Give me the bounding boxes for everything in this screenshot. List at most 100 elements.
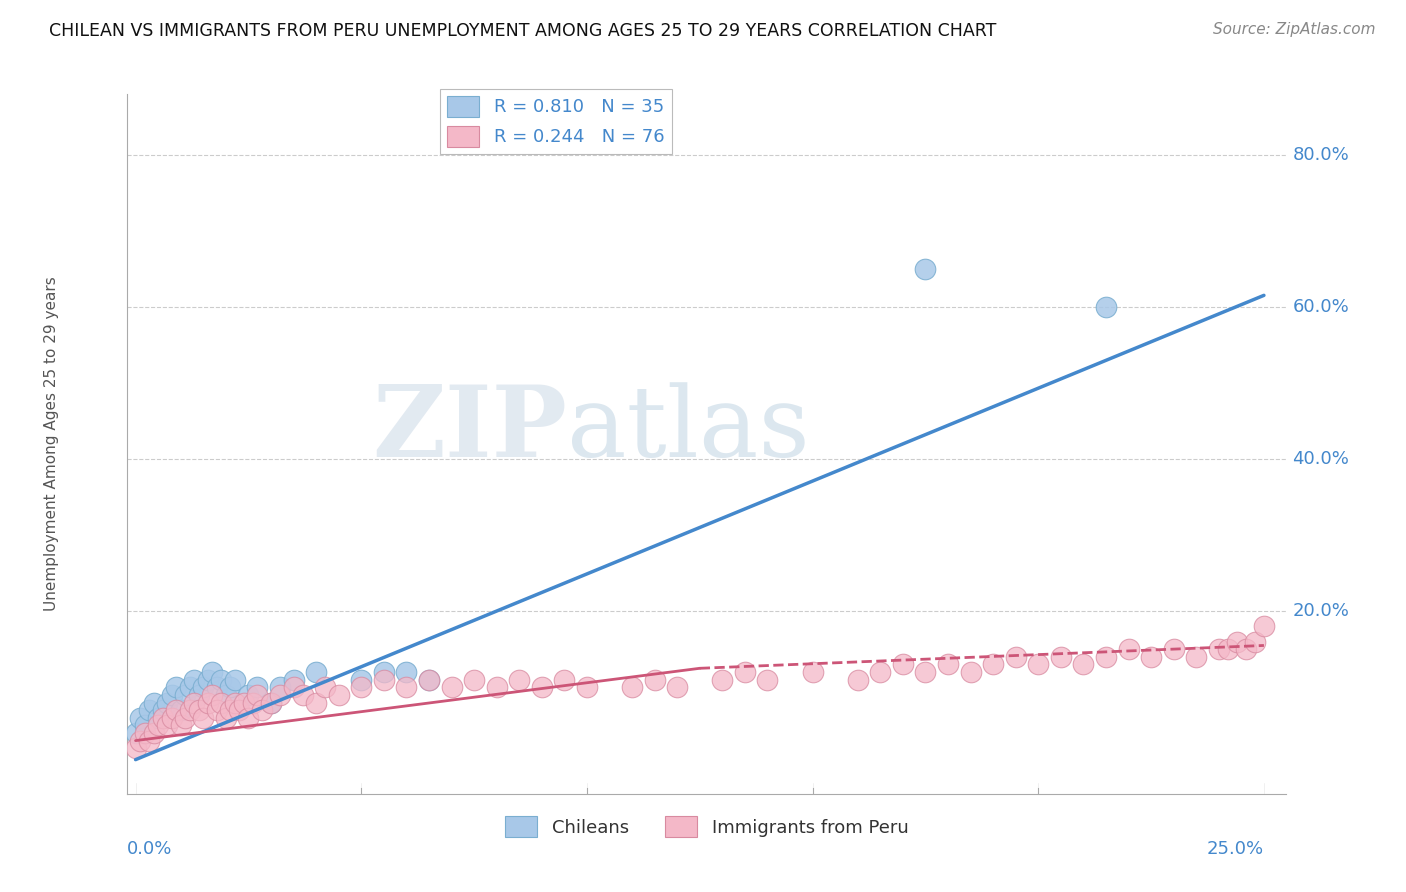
Point [142, 726, 165, 740]
Point [170, 703, 193, 717]
Point [328, 688, 350, 702]
Point [179, 681, 201, 695]
Point [187, 703, 209, 717]
Point [174, 711, 197, 725]
Point [1049, 649, 1071, 664]
Point [156, 696, 179, 710]
Point [666, 681, 689, 695]
Point [146, 718, 169, 732]
Point [156, 718, 179, 732]
Point [734, 665, 756, 679]
Point [575, 681, 598, 695]
Text: 60.0%: 60.0% [1292, 298, 1348, 316]
Point [209, 696, 232, 710]
Point [981, 657, 1004, 672]
Point [152, 711, 174, 725]
Point [183, 696, 205, 710]
Point [869, 665, 891, 679]
Point [395, 681, 418, 695]
Point [129, 733, 152, 747]
Point [197, 696, 219, 710]
Point [440, 681, 463, 695]
Point [238, 711, 260, 725]
Point [250, 703, 273, 717]
Point [553, 673, 575, 687]
Text: Unemployment Among Ages 25 to 29 years: Unemployment Among Ages 25 to 29 years [44, 277, 59, 611]
Point [146, 711, 169, 725]
Text: CHILEAN VS IMMIGRANTS FROM PERU UNEMPLOYMENT AMONG AGES 25 TO 29 YEARS CORRELATI: CHILEAN VS IMMIGRANTS FROM PERU UNEMPLOY… [49, 22, 997, 40]
Point [165, 681, 187, 695]
Point [138, 703, 160, 717]
Point [305, 696, 328, 710]
Point [1095, 649, 1118, 664]
Point [165, 703, 187, 717]
Text: 25.0%: 25.0% [1206, 839, 1264, 857]
Point [201, 688, 224, 702]
Point [418, 673, 440, 687]
Point [260, 696, 283, 710]
Point [350, 681, 373, 695]
Point [142, 696, 165, 710]
Point [201, 665, 224, 679]
Point [418, 673, 440, 687]
Point [134, 718, 156, 732]
Point [1118, 642, 1140, 657]
Point [269, 688, 291, 702]
Point [711, 673, 734, 687]
Point [124, 726, 146, 740]
Point [152, 703, 174, 717]
Point [193, 711, 215, 725]
Point [530, 681, 553, 695]
Point [1185, 649, 1208, 664]
Point [959, 665, 981, 679]
Point [508, 673, 530, 687]
Point [246, 688, 269, 702]
Point [621, 681, 644, 695]
Point [269, 681, 291, 695]
Point [1026, 657, 1049, 672]
Point [124, 741, 146, 756]
Text: 20.0%: 20.0% [1292, 602, 1350, 620]
Point [138, 733, 160, 747]
Point [1095, 300, 1118, 314]
Point [160, 711, 183, 725]
Point [936, 657, 959, 672]
Point [242, 696, 264, 710]
Point [1234, 642, 1257, 657]
Point [197, 673, 219, 687]
Point [260, 696, 283, 710]
Point [1004, 649, 1026, 664]
Point [209, 673, 232, 687]
Point [246, 681, 269, 695]
Point [129, 711, 152, 725]
Point [373, 673, 395, 687]
Point [305, 665, 328, 679]
Point [183, 673, 205, 687]
Point [1073, 657, 1095, 672]
Point [228, 703, 250, 717]
Point [193, 681, 215, 695]
Point [463, 673, 485, 687]
Text: Source: ZipAtlas.com: Source: ZipAtlas.com [1212, 22, 1375, 37]
Point [644, 673, 666, 687]
Point [314, 681, 336, 695]
Point [846, 673, 869, 687]
Text: 80.0%: 80.0% [1292, 145, 1348, 163]
Point [373, 665, 395, 679]
Point [395, 665, 418, 679]
Point [215, 688, 238, 702]
Point [170, 718, 193, 732]
Point [891, 657, 914, 672]
Point [485, 681, 508, 695]
Point [232, 696, 254, 710]
Legend: Chileans, Immigrants from Peru: Chileans, Immigrants from Peru [498, 809, 915, 845]
Point [134, 726, 156, 740]
Point [238, 688, 260, 702]
Text: ZIP: ZIP [373, 381, 568, 478]
Point [756, 673, 779, 687]
Point [1216, 642, 1239, 657]
Point [160, 688, 183, 702]
Point [1244, 634, 1267, 648]
Point [291, 688, 314, 702]
Point [205, 681, 228, 695]
